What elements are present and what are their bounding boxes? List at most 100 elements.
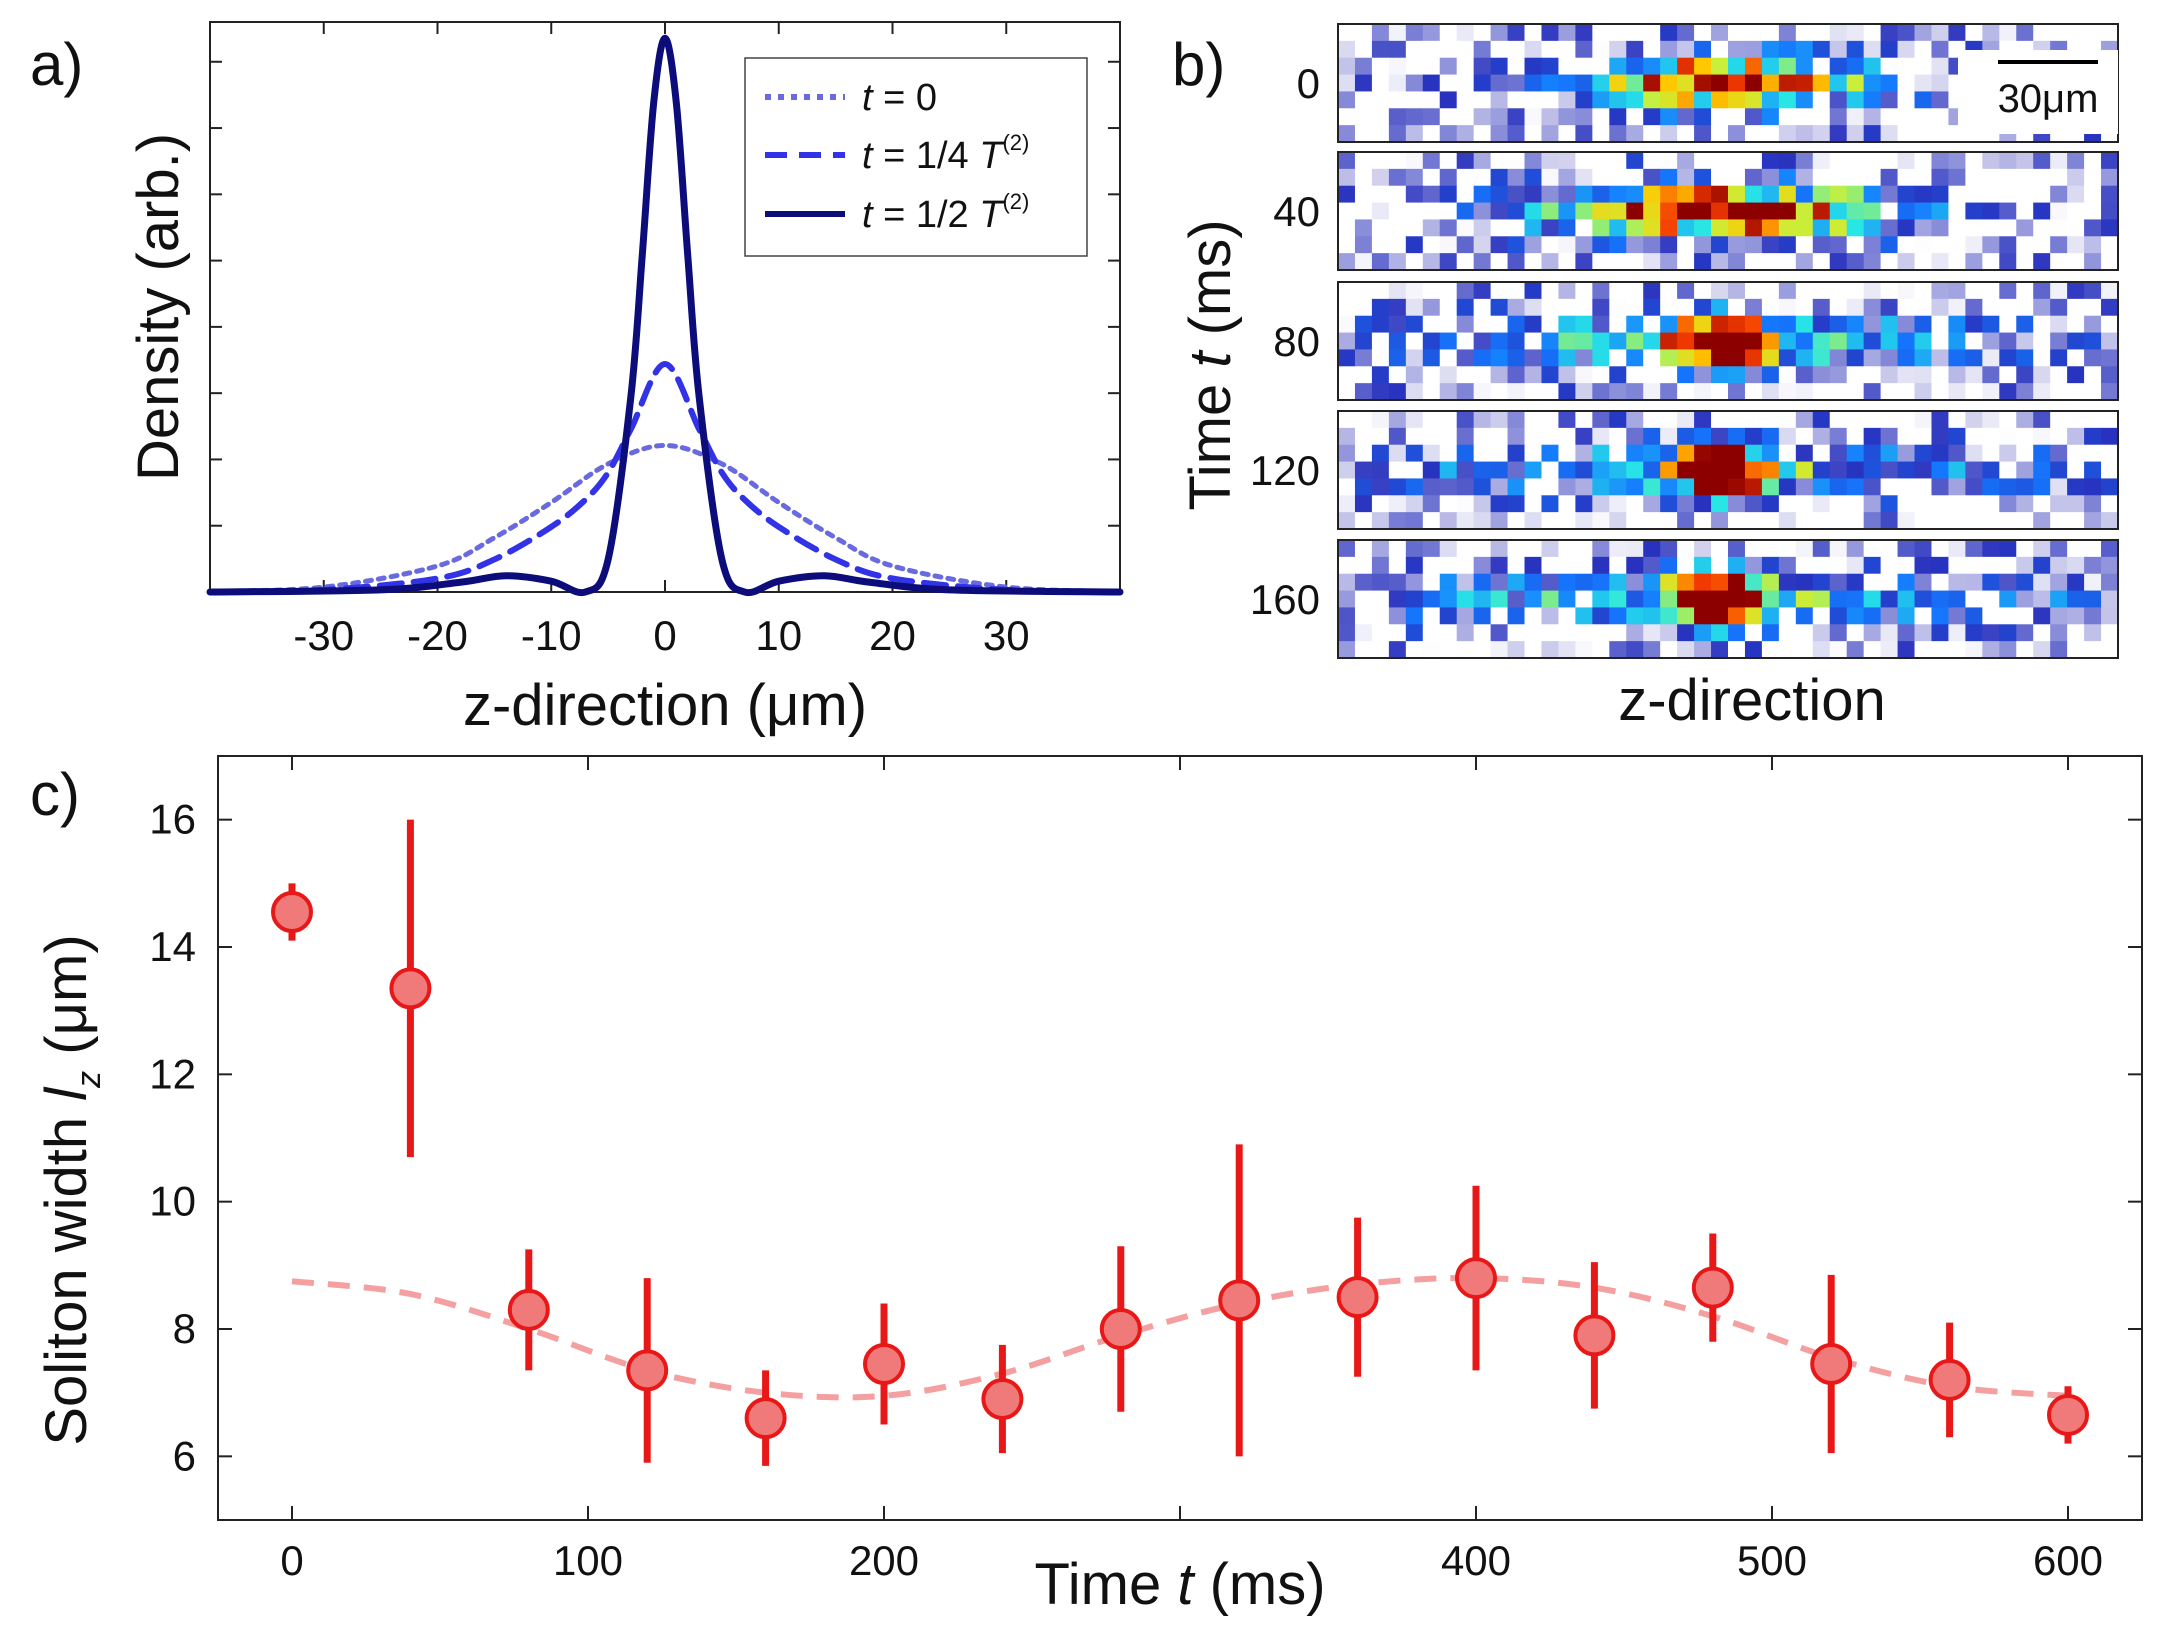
frame-pixel xyxy=(2067,573,2085,592)
frame-pixel xyxy=(1846,253,1865,271)
frame-pixel xyxy=(1626,332,1644,350)
frame-pixel xyxy=(1541,219,1559,237)
frame-pixel xyxy=(1405,556,1424,575)
frame-pixel xyxy=(2033,349,2051,367)
frame-pixel xyxy=(1473,152,1492,170)
frame-pixel xyxy=(2067,461,2085,479)
frame-pixel xyxy=(1897,411,1916,429)
frame-pixel xyxy=(1524,556,1542,575)
frame-pixel xyxy=(1897,366,1916,384)
data-point xyxy=(744,1397,787,1440)
frame-pixel xyxy=(1354,332,1373,350)
frame-pixel xyxy=(1677,24,1695,42)
frame-pixel xyxy=(1965,624,1983,642)
frame-pixel xyxy=(1507,168,1526,187)
frame-pixel xyxy=(1524,349,1542,367)
frame-pixel xyxy=(1592,298,1610,317)
frame-pixel xyxy=(1609,74,1627,92)
frame-pixel xyxy=(1931,590,1949,608)
frame-pixel xyxy=(1439,40,1458,59)
frame-pixel xyxy=(1338,444,1356,463)
frame-pixel xyxy=(1846,236,1865,254)
frame-pixel xyxy=(1439,24,1458,42)
frame-pixel xyxy=(1456,366,1475,384)
frame-pixel xyxy=(1812,282,1831,300)
frame-pixel xyxy=(1660,461,1678,479)
frame-pixel xyxy=(1558,40,1576,59)
frame-pixel xyxy=(1711,57,1729,76)
frame-pixel xyxy=(1795,495,1814,513)
frame-pixel xyxy=(1778,411,1797,429)
frame-pixel xyxy=(1524,366,1542,384)
frame-pixel xyxy=(1778,282,1797,300)
frame-pixel xyxy=(1422,366,1441,384)
frame-pixel xyxy=(2016,253,2034,271)
frame-pixel xyxy=(1728,573,1746,592)
density-curve-1 xyxy=(207,360,1123,595)
frame-pixel xyxy=(1524,540,1542,558)
frame-pixel xyxy=(1880,427,1899,446)
frame-border xyxy=(1337,151,2119,271)
frame-pixel xyxy=(1643,219,1661,237)
frame-pixel xyxy=(1948,607,1966,625)
frame-pixel xyxy=(1354,411,1373,429)
frame-pixel xyxy=(1982,152,2000,170)
frame-pixel xyxy=(1541,512,1559,530)
frame-pixel xyxy=(1778,556,1797,575)
frame-pixel xyxy=(2016,607,2034,625)
frame-pixel xyxy=(1931,383,1949,401)
frame-pixel xyxy=(1558,332,1576,350)
frame-pixel xyxy=(1897,185,1916,204)
frame-pixel xyxy=(1609,219,1627,237)
frame-pixel xyxy=(1422,219,1441,237)
frame-pixel xyxy=(1422,540,1441,558)
frame-pixel xyxy=(1371,236,1390,254)
frame-pixel xyxy=(2067,152,2085,170)
frame-pixel xyxy=(1880,185,1899,204)
frame-pixel xyxy=(1660,556,1678,575)
frame-pixel xyxy=(1829,315,1848,334)
frame-pixel xyxy=(1490,57,1509,76)
frame-pixel xyxy=(1931,624,1949,642)
frame-pixel xyxy=(1694,512,1712,530)
frame-pixel xyxy=(1846,332,1865,350)
frame-pixel xyxy=(1507,641,1526,659)
frame-pixel xyxy=(1456,168,1475,187)
frame-pixel xyxy=(1371,168,1390,187)
panel-a-xtick-labels: -30 -20 -10 0 10 20 30 xyxy=(293,612,1029,659)
frame-pixel xyxy=(1575,219,1593,237)
frame-pixel xyxy=(1643,315,1661,334)
data-point xyxy=(271,890,313,933)
frame-pixel xyxy=(1405,427,1424,446)
frame-pixel xyxy=(1761,74,1780,92)
frame-pixel xyxy=(1778,366,1797,384)
frame-pixel xyxy=(1643,202,1661,220)
panel-c-ylabel-z: z xyxy=(70,1071,108,1089)
frame-pixel xyxy=(1660,366,1678,384)
frame-pixel xyxy=(1829,108,1848,126)
frame-pixel xyxy=(1338,366,1356,384)
frame-pixel xyxy=(1931,152,1949,170)
frame-pixel xyxy=(1338,590,1356,608)
frame-pixel xyxy=(1778,253,1797,271)
frame-pixel xyxy=(1728,383,1746,401)
frame-pixel xyxy=(1371,24,1390,42)
frame-pixel xyxy=(1778,315,1797,334)
frame-pixel xyxy=(1914,366,1932,384)
frame-pixel xyxy=(1897,332,1916,350)
frame-pixel xyxy=(2084,624,2102,642)
frame-pixel xyxy=(1677,57,1695,76)
frame-pixel xyxy=(1660,91,1678,109)
frame-pixel xyxy=(1795,366,1814,384)
frame-pixel xyxy=(1473,108,1492,126)
frame-pixel xyxy=(1439,282,1458,300)
frame-pixel xyxy=(1948,556,1966,575)
frame-pixel xyxy=(1473,40,1492,59)
panel-c-xlabel-b: (ms) xyxy=(1193,1552,1325,1617)
frame-pixel xyxy=(1795,168,1814,187)
frame-pixel xyxy=(1439,540,1458,558)
frame-pixel xyxy=(1744,91,1763,109)
frame-pixel xyxy=(1728,125,1746,143)
frame-pixel xyxy=(1999,495,2017,513)
frame-pixel xyxy=(1795,444,1814,463)
